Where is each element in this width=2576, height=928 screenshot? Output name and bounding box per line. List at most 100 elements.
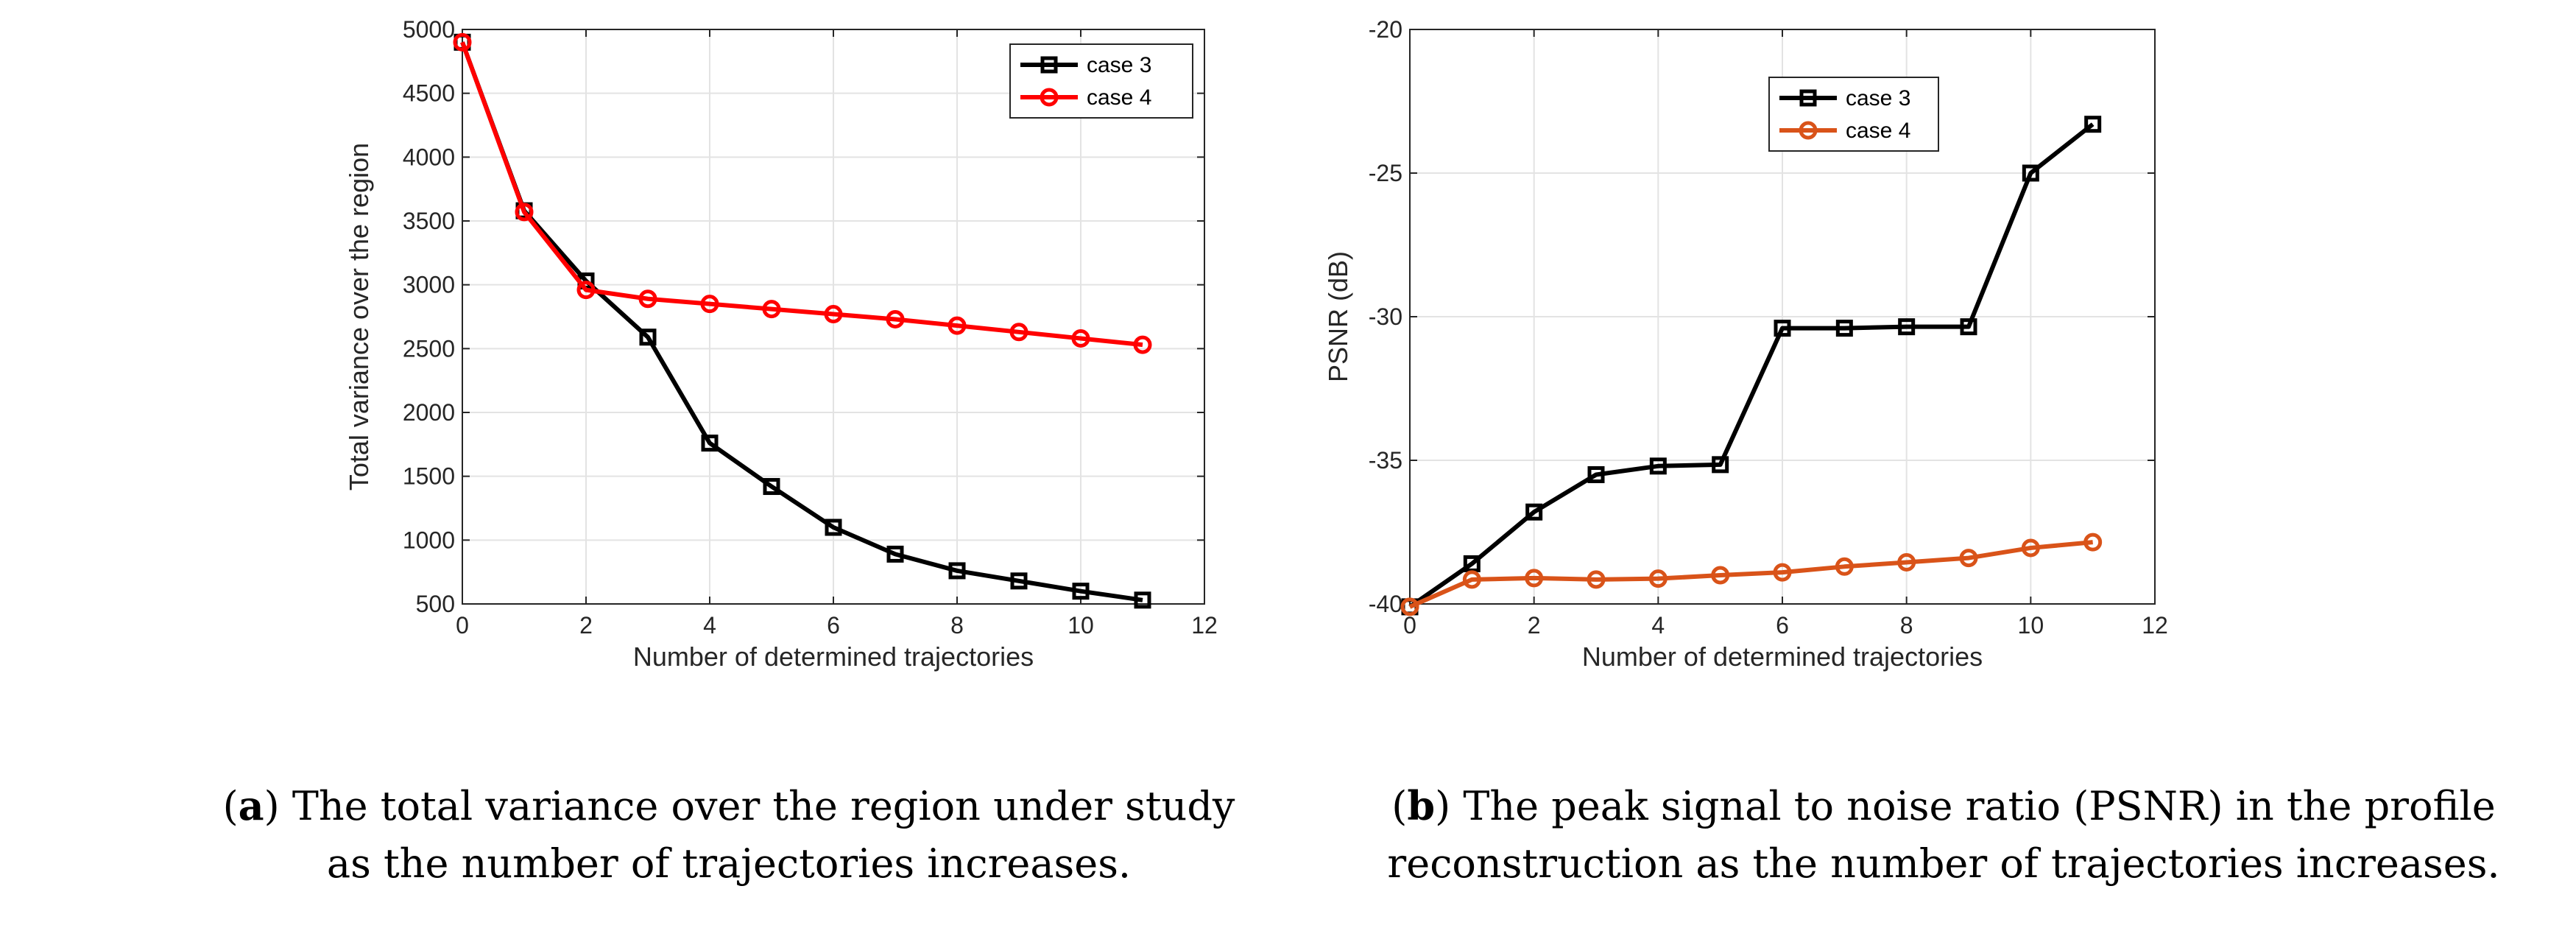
chart-a-legend-item-case-4-marker [1040,88,1059,107]
chart-a-xtick-label: 10 [1068,612,1094,639]
chart-a-legend-box [1009,43,1193,119]
chart-a-ytick-label: 500 [416,591,455,617]
chart-panel-a: 0 2 4 6 8 10 12 500 1000 1500 2000 2500 3000 3500 4000… [344,16,1218,672]
chart-b-series-case-3-point [1835,320,1853,337]
chart-b-series-case-3-point [1960,318,1977,336]
chart-b-series-case-4-point [1773,563,1792,582]
chart-a-ytick-label: 4500 [403,80,455,107]
chart-a-legend-item-case-3-marker [1040,56,1058,74]
chart-a-series-case-4-line [460,41,1143,348]
chart-a-xtick-label: 8 [950,612,964,639]
chart-a-ytick-label: 1500 [403,463,455,490]
chart-a-series-case-3-point [639,328,657,346]
chart-a-series-case-3-point [1134,591,1151,609]
chart-b-xtick-label: 2 [1528,612,1541,639]
chart-panel-b: 0 2 4 6 8 10 12 -40 -35 -30 -25 -20 Number of determ… [1288,0,2576,928]
chart-a-ytick-label: 2500 [403,335,455,362]
chart-b-series-case-4-point [1400,597,1419,616]
chart-b-series-case-4-line [1408,540,2093,609]
chart-b-legend-box [1768,77,1939,152]
chart-a-series-case-3-point [1072,583,1090,600]
chart-b-xtick-label: 6 [1776,612,1789,639]
chart-b-xtick-label: 4 [1651,612,1665,639]
chart-a-xtick-label: 12 [1191,612,1218,639]
chart-b-xtick-label: 12 [2142,612,2168,639]
chart-a-xtick-label: 0 [456,612,469,639]
chart-b-legend: case 3 case 4 [1768,77,1939,152]
chart-a-ytick-label: 3000 [403,272,455,298]
chart-a-series-case-4-point [453,32,472,52]
chart-b-series-case-4-point [1711,566,1730,585]
chart-a-series-case-3-point [825,519,842,536]
chart-b-series-case-4-point [1462,570,1481,589]
chart-a-series-case-4-point [638,289,657,309]
chart-b-series-case-3-point [2022,164,2039,182]
chart-a-series-case-4-point [515,203,534,222]
chart-b-legend-item-case-4-marker [1799,121,1818,140]
chart-a-ylabel: Total variance over the region [344,143,374,491]
chart-b-series-case-4-point [1897,552,1916,572]
chart-a-series-case-4-point [948,316,967,335]
chart-b-series-case-4-point [1835,557,1854,576]
chart-a-series-case-4-point [1133,335,1152,354]
chart-a-series-case-4-point [1009,323,1028,342]
chart-b-ytick-label: -35 [1369,447,1402,474]
chart-a-legend-item-case-3-label: case 3 [1087,53,1151,77]
caption-b: (b) The peak signal to noise ratio (PSNR… [1387,782,2500,887]
chart-b-series-case-4-point [1959,549,1978,568]
caption-a-label: a [238,782,264,829]
chart-b-series-case-3-line [1408,122,2095,609]
chart-b-ylabel: PSNR (dB) [1323,251,1353,382]
chart-a-series-case-3-point [701,435,719,452]
chart-b-ytick-label: -40 [1369,591,1402,617]
chart-b-xtick-label: 8 [1900,612,1913,639]
chart-b-legend-item-case-3-label: case 3 [1846,86,1910,110]
chart-b-series-case-4-point [1648,569,1668,588]
chart-a-ytick-label: 4000 [403,144,455,170]
chart-a-series-case-4-point [762,300,781,319]
chart-b-ytick-label: -25 [1369,160,1402,186]
chart-a-xtick-label: 2 [579,612,593,639]
chart-b-series-case-3-point [1712,456,1729,474]
caption-a: (a) The total variance over the region u… [222,782,1235,887]
chart-a-series-case-3-line [460,41,1143,602]
chart-b-series-case-3-point [1525,503,1543,521]
chart-b: 0 2 4 6 8 10 12 -40 -35 -30 -25 -20 Number of determ… [1323,16,2168,672]
chart-a-series-case-3-point [1010,572,1028,590]
chart-a-xtick-label: 6 [827,612,840,639]
chart-b-series-case-4-point [2021,538,2040,558]
caption-b-text: The peak signal to noise ratio (PSNR) in… [1387,783,2500,887]
chart-b-legend-item-case-4-label: case 4 [1846,119,1910,143]
chart-a-ytick-label: 3500 [403,208,455,234]
chart-a-legend-item-case-4-label: case 4 [1087,85,1151,110]
chart-a-ytick-label: 1000 [403,527,455,553]
chart-b-series-case-3-point [1649,457,1667,475]
chart-b-xtick-label: 10 [2018,612,2044,639]
chart-b-legend-item-case-3-marker [1799,89,1817,107]
chart-b-series-case-4-point [2083,532,2103,552]
chart-b-series-case-3-point [1587,466,1605,483]
chart-b-xlabel: Number of determined trajectories [1582,641,1983,672]
chart-a: 0 2 4 6 8 10 12 500 1000 1500 2000 2500 3000 3500 4000… [344,16,1218,672]
chart-a-series-case-3-point [948,562,966,580]
chart-a-series-case-3-point [886,545,904,563]
chart-a-series-case-4-point [576,281,596,300]
chart-a-ytick-label: 5000 [403,16,455,43]
chart-b-ytick-label: -30 [1369,303,1402,330]
chart-b-series-case-4-point [1587,570,1606,589]
chart-b-ytick-label: -20 [1369,16,1402,43]
chart-a-series-case-4-point [824,305,843,324]
caption-a-text: The total variance over the region under… [292,783,1235,887]
chart-a-xlabel: Number of determined trajectories [633,641,1034,672]
chart-a-series-case-3-point [763,478,780,496]
chart-b-xtick-label: 0 [1403,612,1416,639]
chart-b-series-case-3-point [1898,318,1916,336]
chart-a-legend: case 3 case 4 [1009,43,1193,119]
chart-a-series-case-4-point [1071,328,1090,348]
chart-a-series-case-4-point [700,295,719,314]
chart-a-ytick-label: 2000 [403,399,455,426]
chart-a-series-case-4-point [886,309,905,328]
chart-b-series-case-4-point [1525,569,1544,588]
chart-a-xtick-label: 4 [703,612,716,639]
chart-b-series-case-3-point [1774,320,1791,337]
